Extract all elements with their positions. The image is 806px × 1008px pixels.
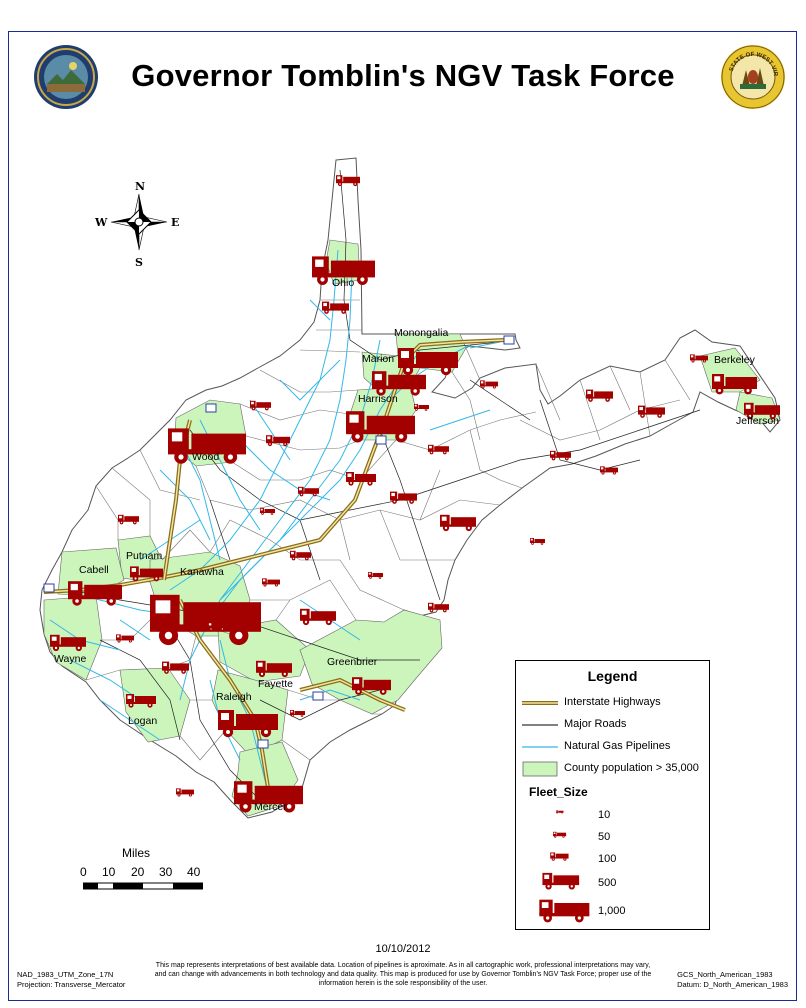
scale-tick: 20 [131,865,145,879]
county-fill-greenbrier [299,609,443,715]
fleet-size-value: 500 [598,877,617,889]
scale-tick: 40 [187,865,201,879]
compass-south: S [135,256,143,269]
fleet-size-value: 50 [598,831,611,843]
compass-east: E [171,216,179,229]
county-label: Monongalia [394,327,448,339]
scale-bar: Miles 0 10 20 30 40 [80,846,220,896]
county-label: Jefferson [736,415,779,427]
legend-title: Legend [587,668,638,684]
county-label: Fayette [258,678,293,690]
datum-info: GCS_North_American_1983 Datum: D_North_A… [677,970,788,990]
fleet-size-100: 100 [516,847,709,873]
scale-tick: 30 [159,865,173,879]
scale-title: Miles [122,846,151,860]
fleet-size-1000: 1,000 [516,893,709,923]
datum-name: Datum: D_North_American_1983 [677,979,788,989]
truck-marker [530,538,545,545]
county-label: Greenbrier [327,656,378,668]
fleet-size-title: Fleet_Size [529,785,588,799]
scale-bar-graphic [83,882,203,890]
legend-box: Legend Interstate Highways Major Roads N… [515,660,710,930]
legend-label: Natural Gas Pipelines [564,740,671,752]
county-label: Mercer [254,801,287,813]
county-label: Wood [192,451,219,463]
compass-west: W [94,216,108,229]
compass-north: N [135,180,145,193]
pipeline-line-icon [522,746,558,748]
fleet-size-value: 1,000 [598,905,626,917]
fleet-size-50: 50 [516,825,709,851]
interstate-line-icon [522,701,558,705]
county-label: Harrison [358,393,398,405]
truck-marker [600,466,618,475]
projection-zone: NAD_1983_UTM_Zone_17N [17,970,114,979]
county-label: Wayne [54,653,86,665]
truck-icon [550,852,569,861]
truck-marker [176,788,194,797]
north-arrow-compass: N S E W [94,180,179,269]
map-date: 10/10/2012 [375,943,431,955]
disclaimer-text: This map represents interpretations of b… [154,962,652,987]
scale-tick: 10 [102,865,116,879]
fleet-size-500: 500 [516,867,709,893]
legend-label: County population > 35,000 [564,762,699,774]
county-label: Ohio [332,277,354,289]
fleet-size-value: 100 [598,853,617,865]
gcs-name: GCS_North_American_1983 [677,970,773,979]
state-of-west-virginia-seal-icon: STATE OF WEST VIRGINIA [720,44,785,109]
fleet-size-value: 10 [598,809,611,821]
county-label: Putnam [126,550,162,562]
county-label: Marion [362,353,394,365]
county-labels: Ohio Monongalia Marion Harrison Berkeley… [54,277,779,813]
wv-governor-seal-icon [34,45,98,109]
legend-label: Major Roads [564,718,627,730]
map-frame [8,31,797,1001]
projection-name: Projection: Transverse_Mercator [17,979,126,989]
truck-icon [539,899,590,923]
county-fill-icon [522,761,558,777]
county-label: Cabell [79,564,109,576]
fleet-size-10: 10 [516,803,709,829]
truck-marker [428,602,449,613]
interstate-shields [43,335,515,749]
road-line-icon [522,724,558,726]
truck-icon [556,810,564,814]
page-title: Governor Tomblin's NGV Task Force [131,58,675,93]
county-label: Kanawha [180,566,224,578]
county-label: Logan [128,715,157,727]
projection-info: NAD_1983_UTM_Zone_17N Projection: Transv… [17,970,125,990]
county-label: Berkeley [714,354,756,366]
legend-label: Interstate Highways [564,696,661,708]
county-label: Raleigh [216,691,252,703]
truck-icon [553,831,567,838]
truck-icon [542,872,580,890]
scale-tick: 0 [80,865,87,879]
